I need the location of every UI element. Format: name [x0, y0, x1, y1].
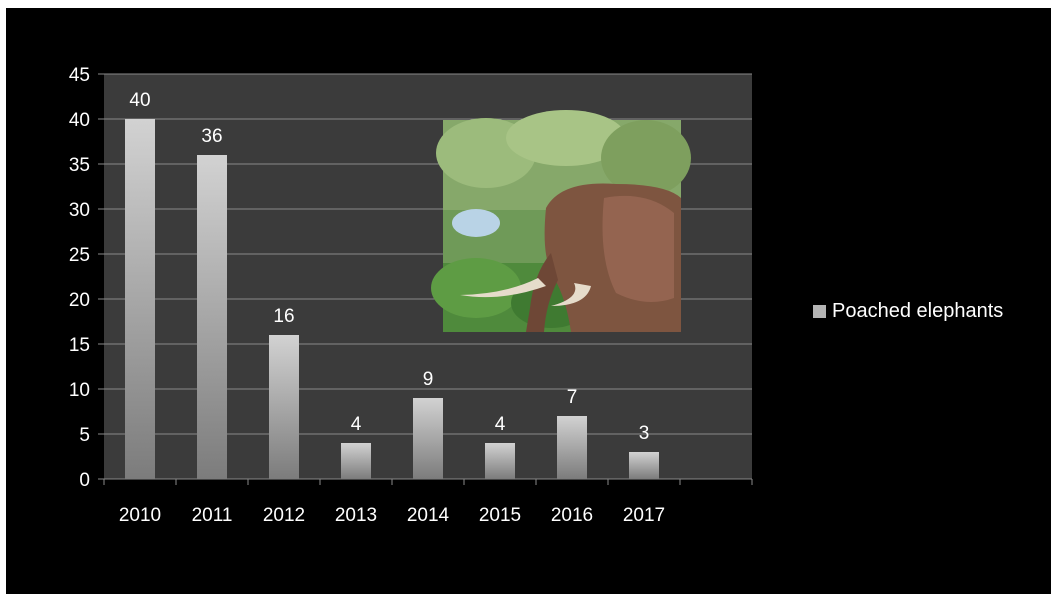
x-tick-label: 2012 [263, 505, 305, 526]
y-tick-label: 35 [69, 155, 90, 176]
elephant-photo [431, 110, 691, 332]
y-tick-label: 45 [69, 65, 90, 86]
legend-label: Poached elephants [832, 300, 1004, 322]
x-tick-label: 2011 [192, 505, 233, 526]
bar-2013 [341, 443, 371, 479]
bars [125, 119, 659, 479]
x-tick-label: 2010 [119, 505, 161, 526]
bar-2011 [197, 155, 227, 479]
bar-2017 [629, 452, 659, 479]
y-tick-label: 15 [69, 335, 90, 356]
y-tick-label: 20 [69, 290, 90, 311]
data-label-2012: 16 [273, 306, 294, 327]
data-label-2010: 40 [129, 90, 150, 111]
bar-2010 [125, 119, 155, 479]
legend-swatch [813, 305, 826, 318]
legend: Poached elephants [813, 300, 1003, 323]
x-tick-label: 2016 [551, 505, 593, 526]
bar-2012 [269, 335, 299, 479]
bar-2016 [557, 416, 587, 479]
data-label-2013: 4 [351, 414, 362, 435]
data-label-2017: 3 [639, 423, 650, 444]
data-label-2011: 36 [201, 126, 222, 147]
y-tick-label: 10 [69, 380, 90, 401]
x-tick-label: 2015 [479, 505, 521, 526]
x-tick-label: 2014 [407, 505, 450, 526]
y-tick-label: 0 [79, 470, 90, 491]
data-label-2014: 9 [423, 369, 434, 390]
x-tick-label: 2013 [335, 505, 377, 526]
x-axis: 2010 2011 2012 2013 2014 2015 2016 2017 [103, 478, 753, 526]
bar-2014 [413, 398, 443, 479]
x-tick-label: 2017 [623, 505, 665, 526]
y-tick-label: 25 [69, 245, 90, 266]
slide-background: 0 5 10 15 20 25 30 35 40 45 2010 2011 2012 2013 2014 2… [6, 8, 1051, 594]
y-tick-label: 40 [69, 110, 90, 131]
bar-2015 [485, 443, 515, 479]
data-label-2016: 7 [567, 387, 578, 408]
y-tick-label: 5 [79, 425, 90, 446]
data-label-2015: 4 [495, 414, 506, 435]
data-labels: 40 36 16 4 9 4 7 3 [129, 90, 649, 444]
y-axis: 0 5 10 15 20 25 30 35 40 45 [69, 65, 104, 491]
y-tick-label: 30 [69, 200, 90, 221]
